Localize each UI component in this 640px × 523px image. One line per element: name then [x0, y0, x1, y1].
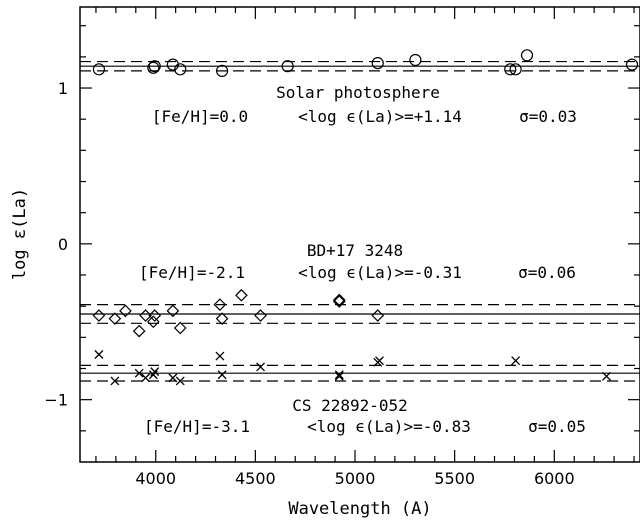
diamond-point: [148, 309, 162, 322]
circle-point: [281, 60, 294, 73]
x-point: [334, 371, 344, 381]
diamond-point: [146, 315, 160, 329]
x-point: [215, 351, 225, 361]
diamond-point: [92, 309, 106, 322]
x-point: [94, 350, 104, 359]
diamond-point: [213, 298, 227, 311]
y-tick-label: 0: [58, 235, 68, 254]
circle-point: [371, 56, 384, 70]
diamond-point: [371, 309, 385, 322]
diamond-point: [166, 304, 180, 318]
group-1-feh: [Fe/H]=0.0: [152, 107, 248, 126]
x-point: [511, 356, 521, 366]
group-1-sigma: σ=0.03: [519, 107, 577, 126]
x-tick-label: 4500: [235, 469, 276, 488]
diamond-point: [254, 309, 267, 322]
axis-ticks: 4000 4500 5000 5500 6000 1 0 −1: [44, 7, 640, 488]
diamond-point: [173, 321, 187, 335]
diamond-point: [215, 312, 229, 325]
group-1-name: Solar photosphere: [276, 83, 440, 102]
x-point: [256, 362, 266, 372]
diamond-point: [332, 295, 346, 308]
x-point: [150, 367, 160, 377]
circle-point: [509, 63, 522, 76]
x-tick-label: 5000: [335, 469, 376, 488]
circle-point: [147, 61, 160, 74]
group-3-mean: <log ϵ(La)>=-0.83: [307, 417, 471, 436]
x-tick-label: 5500: [434, 469, 475, 488]
x-point: [148, 370, 158, 380]
circle-point: [625, 58, 639, 71]
y-axis-label: log ε(La): [10, 188, 30, 280]
circle-point: [520, 49, 534, 62]
circle-point: [174, 63, 187, 76]
circle-point: [92, 63, 106, 76]
x-point: [168, 373, 178, 383]
diamond-point: [119, 304, 132, 318]
y-tick-label: 1: [58, 79, 68, 98]
x-point: [217, 370, 227, 380]
diamond-point: [139, 309, 152, 322]
diamond-point: [108, 312, 122, 325]
group-3-sigma: σ=0.05: [528, 417, 586, 436]
x-tick-label: 6000: [534, 469, 575, 488]
y-tick-label: −1: [44, 391, 68, 410]
circle-point: [215, 64, 229, 77]
x-point: [110, 376, 120, 386]
x-point: [134, 368, 144, 378]
circle-point: [504, 63, 517, 76]
plot-frame: [79, 6, 640, 463]
group-2-mean: <log ϵ(La)>=-0.31: [298, 263, 462, 282]
diamond-point: [332, 293, 346, 307]
data-points: [92, 49, 639, 386]
group-2-name: BD+17 3248: [307, 241, 403, 260]
x-point: [334, 370, 344, 380]
group-3-name: CS 22892-052: [292, 396, 408, 415]
mean-lines: [80, 60, 640, 382]
x-axis-label: Wavelength (A): [288, 499, 431, 519]
x-tick-label: 4000: [135, 469, 176, 488]
diamond-point: [235, 288, 248, 302]
circle-point: [409, 53, 422, 67]
x-point: [375, 356, 384, 366]
group-2-sigma: σ=0.06: [518, 263, 576, 282]
circle-point: [148, 60, 161, 73]
diamond-point: [132, 324, 146, 338]
x-point: [141, 373, 151, 383]
group-1-mean: <log ϵ(La)>=+1.14: [298, 107, 462, 126]
x-point: [602, 371, 611, 381]
group-2-feh: [Fe/H]=-2.1: [139, 263, 245, 282]
x-point: [175, 376, 185, 386]
group-3-feh: [Fe/H]=-3.1: [144, 417, 250, 436]
